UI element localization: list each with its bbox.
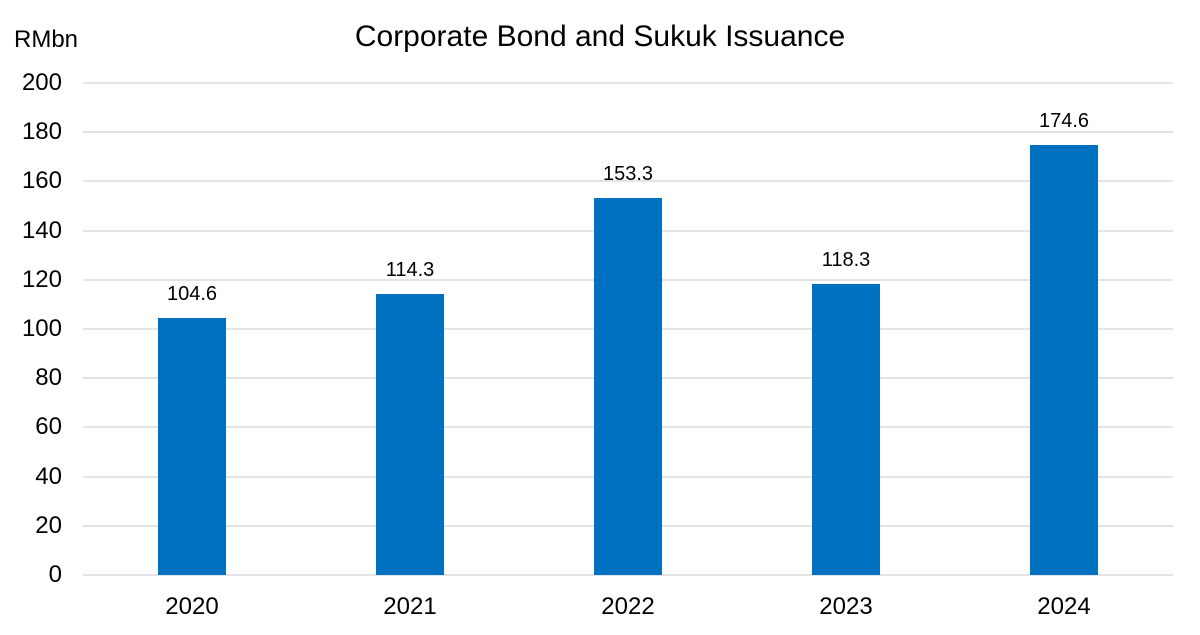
data-label: 174.6 xyxy=(1038,110,1090,133)
y-tick-label: 180 xyxy=(21,118,62,146)
bar-2023 xyxy=(812,283,880,575)
chart-title: Corporate Bond and Sukuk Issuance xyxy=(354,20,846,53)
y-tick-label: 140 xyxy=(21,216,62,244)
x-tick-label: 2024 xyxy=(1037,593,1091,620)
y-tick-label: 20 xyxy=(35,511,62,539)
y-tick-label: 0 xyxy=(48,561,62,588)
data-label: 114.3 xyxy=(385,258,435,281)
data-label: 153.3 xyxy=(602,162,654,185)
x-tick-label: 2020 xyxy=(165,593,219,620)
x-tick-label: 2023 xyxy=(819,593,873,620)
y-axis-unit-label: RMbn xyxy=(14,26,79,53)
bar-2020 xyxy=(158,317,226,575)
data-label: 104.6 xyxy=(166,282,218,305)
bar-2024 xyxy=(1030,145,1098,575)
y-tick-label: 120 xyxy=(21,265,62,293)
gridline xyxy=(83,574,1173,576)
gridline xyxy=(83,180,1173,183)
bar-2022 xyxy=(594,197,662,575)
gridline xyxy=(83,82,1173,84)
y-tick-label: 160 xyxy=(21,167,62,195)
bar-2021 xyxy=(376,293,444,575)
y-tick-label: 40 xyxy=(35,462,62,490)
gridline xyxy=(83,131,1173,134)
x-tick-label: 2021 xyxy=(383,593,437,620)
y-tick-label: 60 xyxy=(35,413,62,441)
y-tick-label: 80 xyxy=(35,364,62,392)
data-label: 118.3 xyxy=(821,248,871,271)
y-tick-label: 200 xyxy=(21,69,62,96)
y-tick-label: 100 xyxy=(21,315,62,342)
x-tick-label: 2022 xyxy=(601,593,655,620)
